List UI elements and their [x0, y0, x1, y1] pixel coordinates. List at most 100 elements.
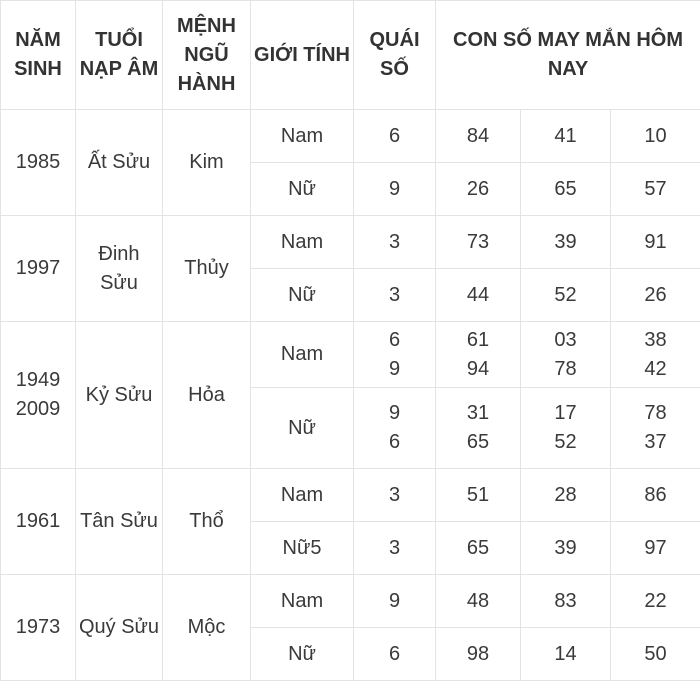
lucky-number-cell: 22	[611, 575, 700, 628]
lucky-number-cell-line: 42	[611, 355, 700, 384]
lucky-number-cell: 97	[611, 522, 700, 575]
nap-am-cell-line: Kỷ Sửu	[76, 381, 162, 410]
header-menh-ngu-hanh: MỆNH NGŨ HÀNH	[163, 1, 251, 110]
lucky-number-cell-line: 41	[521, 122, 610, 151]
lucky-number-cell-line: 44	[436, 281, 520, 310]
lucky-number-cell-line: 38	[611, 326, 700, 355]
quai-so-cell-line: 9	[354, 399, 435, 428]
header-quai-so: QUÁI SỐ	[354, 1, 436, 110]
lucky-number-cell: 83	[521, 575, 611, 628]
birth-year-cell-line: 1973	[1, 613, 75, 642]
gender-cell: Nữ	[251, 628, 354, 681]
menh-cell: Thổ	[163, 469, 251, 575]
nap-am-cell-line: Sửu	[76, 269, 162, 298]
lucky-number-cell-line: 39	[521, 534, 610, 563]
quai-so-cell: 6	[354, 628, 436, 681]
quai-so-cell-line: 6	[354, 326, 435, 355]
menh-cell: Thủy	[163, 216, 251, 322]
quai-so-cell-line: 6	[354, 640, 435, 669]
lucky-number-cell-line: 31	[436, 399, 520, 428]
lucky-number-cell-line: 22	[611, 587, 700, 616]
quai-so-cell-line: 9	[354, 355, 435, 384]
nap-am-cell-line: Tân Sửu	[76, 507, 162, 536]
lucky-number-cell-line: 83	[521, 587, 610, 616]
lucky-number-cell: 26	[436, 163, 521, 216]
header-nam-sinh: NĂM SINH	[1, 1, 76, 110]
gender-cell: Nam	[251, 322, 354, 388]
lucky-number-cell: 10	[611, 110, 700, 163]
quai-so-cell: 9	[354, 575, 436, 628]
lucky-number-cell-line: 26	[611, 281, 700, 310]
lucky-number-cell-line: 65	[436, 428, 520, 457]
lucky-number-cell: 73	[436, 216, 521, 269]
quai-so-cell: 3	[354, 216, 436, 269]
lucky-number-cell: 65	[436, 522, 521, 575]
lucky-number-cell-line: 84	[436, 122, 520, 151]
gender-cell: Nữ	[251, 388, 354, 469]
lucky-number-cell: 44	[436, 269, 521, 322]
header-tuoi-nap-am: TUỔI NẠP ÂM	[76, 1, 163, 110]
lucky-number-cell-line: 65	[436, 534, 520, 563]
quai-so-cell-line: 6	[354, 428, 435, 457]
lucky-number-cell: 26	[611, 269, 700, 322]
quai-so-cell-line: 3	[354, 481, 435, 510]
birth-year-cell-line: 1949	[1, 366, 75, 395]
header-row: NĂM SINH TUỔI NẠP ÂM MỆNH NGŨ HÀNH GIỚI …	[1, 1, 700, 110]
lucky-number-cell: 65	[521, 163, 611, 216]
header-gioi-tinh: GIỚI TÍNH	[251, 1, 354, 110]
lucky-number-cell: 91	[611, 216, 700, 269]
gender-cell: Nữ	[251, 163, 354, 216]
gender-cell: Nam	[251, 216, 354, 269]
lucky-number-cell-line: 26	[436, 175, 520, 204]
nap-am-cell-line: Đinh	[76, 240, 162, 269]
lucky-number-cell-line: 03	[521, 326, 610, 355]
birth-year-cell: 1997	[1, 216, 76, 322]
birth-year-cell: 1985	[1, 110, 76, 216]
lucky-number-cell-line: 39	[521, 228, 610, 257]
quai-so-cell: 3	[354, 522, 436, 575]
lucky-number-cell: 57	[611, 163, 700, 216]
lucky-number-cell-line: 14	[521, 640, 610, 669]
lucky-number-cell-line: 78	[521, 355, 610, 384]
lucky-number-cell-line: 37	[611, 428, 700, 457]
menh-cell: Mộc	[163, 575, 251, 681]
nap-am-cell: Kỷ Sửu	[76, 322, 163, 469]
gender-cell: Nam	[251, 575, 354, 628]
lucky-number-cell-line: 17	[521, 399, 610, 428]
lucky-number-cell-line: 61	[436, 326, 520, 355]
birth-year-cell: 1961	[1, 469, 76, 575]
lucky-number-cell-line: 97	[611, 534, 700, 563]
quai-so-cell: 6	[354, 110, 436, 163]
lucky-number-cell-line: 94	[436, 355, 520, 384]
lucky-number-cell: 14	[521, 628, 611, 681]
lucky-number-cell-line: 78	[611, 399, 700, 428]
lucky-number-cell: 48	[436, 575, 521, 628]
birth-year-cell-line: 2009	[1, 395, 75, 424]
menh-cell: Hỏa	[163, 322, 251, 469]
birth-year-cell-line: 1997	[1, 254, 75, 283]
birth-year-cell-line: 1961	[1, 507, 75, 536]
lucky-number-cell: 86	[611, 469, 700, 522]
birth-year-cell-line: 1985	[1, 148, 75, 177]
lucky-number-cell-line: 10	[611, 122, 700, 151]
lucky-number-cell-line: 57	[611, 175, 700, 204]
lucky-number-cell: 39	[521, 216, 611, 269]
lucky-number-cell-line: 91	[611, 228, 700, 257]
nap-am-cell: Ất Sửu	[76, 110, 163, 216]
lucky-number-cell: 51	[436, 469, 521, 522]
lucky-number-cell: 52	[521, 269, 611, 322]
lucky-number-cell-line: 73	[436, 228, 520, 257]
quai-so-cell-line: 3	[354, 281, 435, 310]
lucky-number-cell: 39	[521, 522, 611, 575]
gender-cell: Nữ5	[251, 522, 354, 575]
